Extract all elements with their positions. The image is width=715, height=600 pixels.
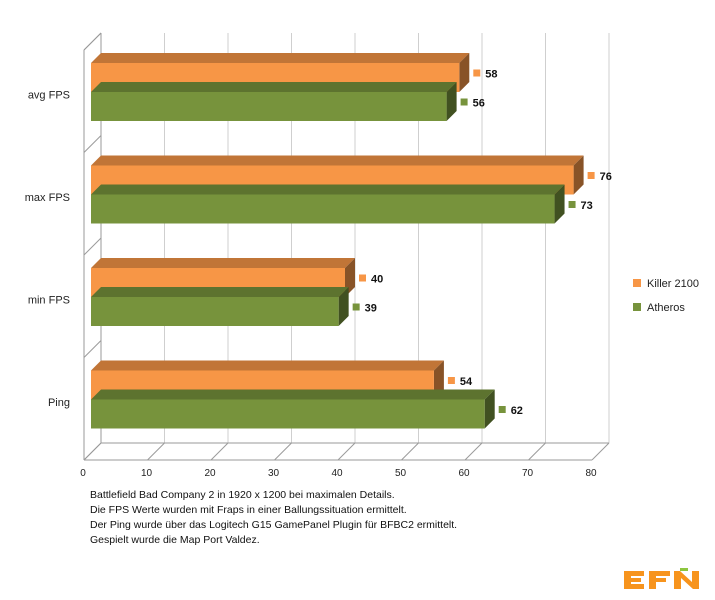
bar-top-face: [91, 389, 495, 400]
legend-label: Killer 2100: [647, 278, 699, 290]
bar-side-face: [484, 389, 495, 429]
floor-gridline: [591, 442, 610, 461]
bar-side-face: [459, 53, 470, 92]
bar: [91, 297, 339, 326]
bar: [91, 399, 485, 429]
data-label-marker: [447, 377, 455, 384]
data-label-marker: [352, 303, 360, 311]
floor-gridline: [337, 442, 356, 461]
data-label: 62: [511, 405, 523, 417]
bar-top-face: [91, 360, 444, 371]
floor-gridline: [210, 442, 229, 461]
note-line-1: Battlefield Bad Company 2 in 1920 x 1200…: [90, 489, 395, 501]
efn-logo: [624, 568, 699, 589]
category-separator: [83, 442, 102, 461]
bar-top-face: [91, 155, 584, 166]
category-label: min FPS: [28, 294, 70, 306]
bar-top-face: [91, 184, 565, 195]
bar: [91, 194, 555, 224]
data-label-marker: [359, 274, 366, 282]
chart-notes: Battlefield Bad Company 2 in 1920 x 1200…: [90, 488, 457, 548]
data-label: 58: [485, 69, 497, 81]
bar-side-face: [573, 155, 584, 195]
data-label-marker: [498, 406, 506, 413]
bar-side-face: [446, 82, 457, 121]
category-separator: [83, 340, 102, 358]
bar-top-face: [91, 53, 470, 63]
x-tick-label: 40: [331, 468, 343, 479]
data-label: 73: [581, 200, 593, 212]
x-tick-label: 0: [80, 468, 86, 479]
legend-label: Atheros: [647, 302, 685, 314]
data-label: 76: [600, 171, 612, 183]
note-line-3: Der Ping wurde über das Logitech G15 Gam…: [90, 519, 458, 531]
category-label: max FPS: [25, 192, 70, 204]
category-label: avg FPS: [28, 89, 70, 101]
bar-side-face: [338, 287, 349, 326]
x-tick-label: 80: [585, 468, 597, 479]
bar: [91, 92, 447, 121]
legend-swatch: [633, 303, 641, 311]
data-label: 39: [365, 303, 377, 315]
data-label: 56: [473, 98, 485, 110]
x-tick-label: 50: [395, 468, 407, 479]
category-label: Ping: [48, 397, 70, 409]
bar-chart: 0 10 20 30 40 50 60 70 80 avg FPS 58 56 max FPS 76 73 m…: [25, 32, 699, 479]
x-tick-label: 30: [268, 468, 280, 479]
data-label-marker: [587, 172, 595, 179]
bar-top-face: [91, 287, 349, 297]
x-tick-label: 60: [458, 468, 470, 479]
note-line-2: Die FPS Werte wurden mit Fraps in einer …: [90, 504, 407, 516]
data-label-marker: [568, 201, 576, 208]
data-label: 54: [460, 376, 473, 388]
data-label-marker: [460, 98, 468, 106]
bar-top-face: [91, 82, 457, 92]
floor-gridline: [464, 442, 483, 461]
floor-gridline: [528, 442, 546, 461]
floor-gridline: [274, 442, 292, 461]
x-tick-label: 10: [141, 468, 153, 479]
bar-side-face: [554, 184, 565, 224]
category-separator: [83, 237, 102, 256]
data-label-marker: [473, 69, 481, 77]
floor-gridline: [401, 442, 419, 461]
bar-top-face: [91, 258, 355, 268]
legend-swatch: [633, 279, 641, 287]
note-line-4: Gespielt wurde die Map Port Valdez.: [90, 534, 260, 546]
category-separator: [83, 32, 102, 51]
x-tick-label: 70: [522, 468, 534, 479]
x-tick-label: 20: [204, 468, 216, 479]
data-label: 40: [371, 274, 383, 286]
floor-gridline: [147, 442, 165, 461]
category-separator: [83, 135, 102, 153]
